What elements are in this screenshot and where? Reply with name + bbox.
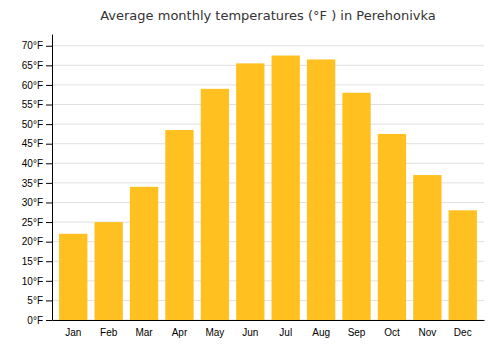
tick: 65°F — [22, 60, 52, 71]
tick-label: 65°F — [22, 60, 43, 71]
tick: 40°F — [22, 158, 52, 169]
tick: Dec — [454, 327, 472, 338]
tick: 5°F — [27, 295, 52, 306]
tick-label: 10°F — [22, 276, 43, 287]
tick-mark — [46, 144, 52, 145]
tick: 50°F — [22, 119, 52, 130]
tick: Apr — [172, 327, 188, 338]
bar — [307, 59, 335, 320]
tick-mark — [46, 202, 52, 203]
tick-label: 50°F — [22, 119, 43, 130]
tick-label: 60°F — [22, 80, 43, 91]
tick: 30°F — [22, 197, 52, 208]
tick: 20°F — [22, 236, 52, 247]
tick-label: Mar — [135, 327, 153, 338]
tick: Feb — [100, 327, 118, 338]
y-axis: 0°F 5°F 10°F 15°F 20°F 25°F 30°F 35°F 40°F 45°F 50… — [22, 35, 53, 326]
tick-label: Nov — [418, 327, 436, 338]
bar — [165, 130, 193, 320]
axis-line — [52, 35, 53, 321]
tick-label: Jun — [242, 327, 258, 338]
tick-label: 45°F — [22, 138, 43, 149]
tick: 15°F — [22, 256, 52, 267]
axis-line — [53, 320, 485, 321]
tick-mark — [46, 65, 52, 66]
bar — [342, 93, 370, 320]
tick-mark — [46, 320, 52, 321]
grid-line — [52, 163, 484, 164]
tick: 35°F — [22, 178, 52, 189]
tick-mark — [46, 46, 52, 47]
tick: May — [205, 327, 224, 338]
tick: Jun — [242, 327, 258, 338]
grid-line — [52, 143, 484, 144]
tick-label: 15°F — [22, 256, 43, 267]
bar — [272, 56, 300, 320]
tick-label: 0°F — [27, 315, 43, 326]
tick-label: Dec — [454, 327, 472, 338]
bar — [236, 63, 264, 320]
tick-mark — [46, 242, 52, 243]
bars — [59, 56, 477, 320]
tick-label: Aug — [312, 327, 330, 338]
tick-label: 55°F — [22, 99, 43, 110]
tick: Nov — [418, 327, 436, 338]
bar — [201, 89, 229, 320]
grid-line — [52, 84, 484, 85]
tick: 45°F — [22, 138, 52, 149]
tick: Oct — [384, 327, 400, 338]
bar — [449, 210, 477, 320]
grid-line — [52, 45, 484, 46]
tick-label: 20°F — [22, 236, 43, 247]
tick: 70°F — [22, 40, 52, 51]
tick-label: 25°F — [22, 217, 43, 228]
tick-mark — [46, 183, 52, 184]
tick-label: 70°F — [22, 40, 43, 51]
tick-label: Feb — [100, 327, 118, 338]
tick-label: 40°F — [22, 158, 43, 169]
tick-label: May — [205, 327, 224, 338]
tick: 0°F — [27, 315, 52, 326]
title: Average monthly temperatures (°F ) in Pe… — [100, 8, 436, 23]
tick-mark — [46, 105, 52, 106]
bar — [378, 134, 406, 320]
plot: 0°F 5°F 10°F 15°F 20°F 25°F 30°F 35°F 40°F 45°F 50… — [22, 35, 485, 339]
tick: Jan — [65, 327, 81, 338]
tick-mark — [46, 281, 52, 282]
grid-line — [52, 65, 484, 66]
tick-mark — [46, 300, 52, 301]
tick: 25°F — [22, 217, 52, 228]
tick-label: Oct — [384, 327, 400, 338]
x-axis: Jan Feb Mar Apr May Jun Jul Aug Sep Oct Nov Dec — [53, 321, 485, 339]
tick-mark — [46, 124, 52, 125]
tick-label: Apr — [172, 327, 188, 338]
bar — [94, 222, 122, 320]
grid-line — [52, 104, 484, 105]
bar — [59, 234, 87, 320]
tick-label: 30°F — [22, 197, 43, 208]
chart: 0°F 5°F 10°F 15°F 20°F 25°F 30°F 35°F 40°F 45°F 50… — [0, 0, 500, 350]
tick: 60°F — [22, 80, 52, 91]
bar — [413, 175, 441, 320]
tick: Sep — [348, 327, 366, 338]
tick-label: Jul — [279, 327, 292, 338]
grid-line — [52, 124, 484, 125]
tick-mark — [46, 261, 52, 262]
tick-mark — [46, 163, 52, 164]
tick-label: Sep — [348, 327, 366, 338]
tick: Jul — [279, 327, 292, 338]
tick-mark — [46, 222, 52, 223]
tick: Mar — [135, 327, 153, 338]
tick: Aug — [312, 327, 330, 338]
tick-label: 35°F — [22, 178, 43, 189]
grid — [52, 46, 484, 320]
tick: 55°F — [22, 99, 52, 110]
tick-label: Jan — [65, 327, 81, 338]
tick: 10°F — [22, 276, 52, 287]
tick-mark — [46, 85, 52, 86]
tick-label: 5°F — [27, 295, 43, 306]
bar — [130, 187, 158, 320]
